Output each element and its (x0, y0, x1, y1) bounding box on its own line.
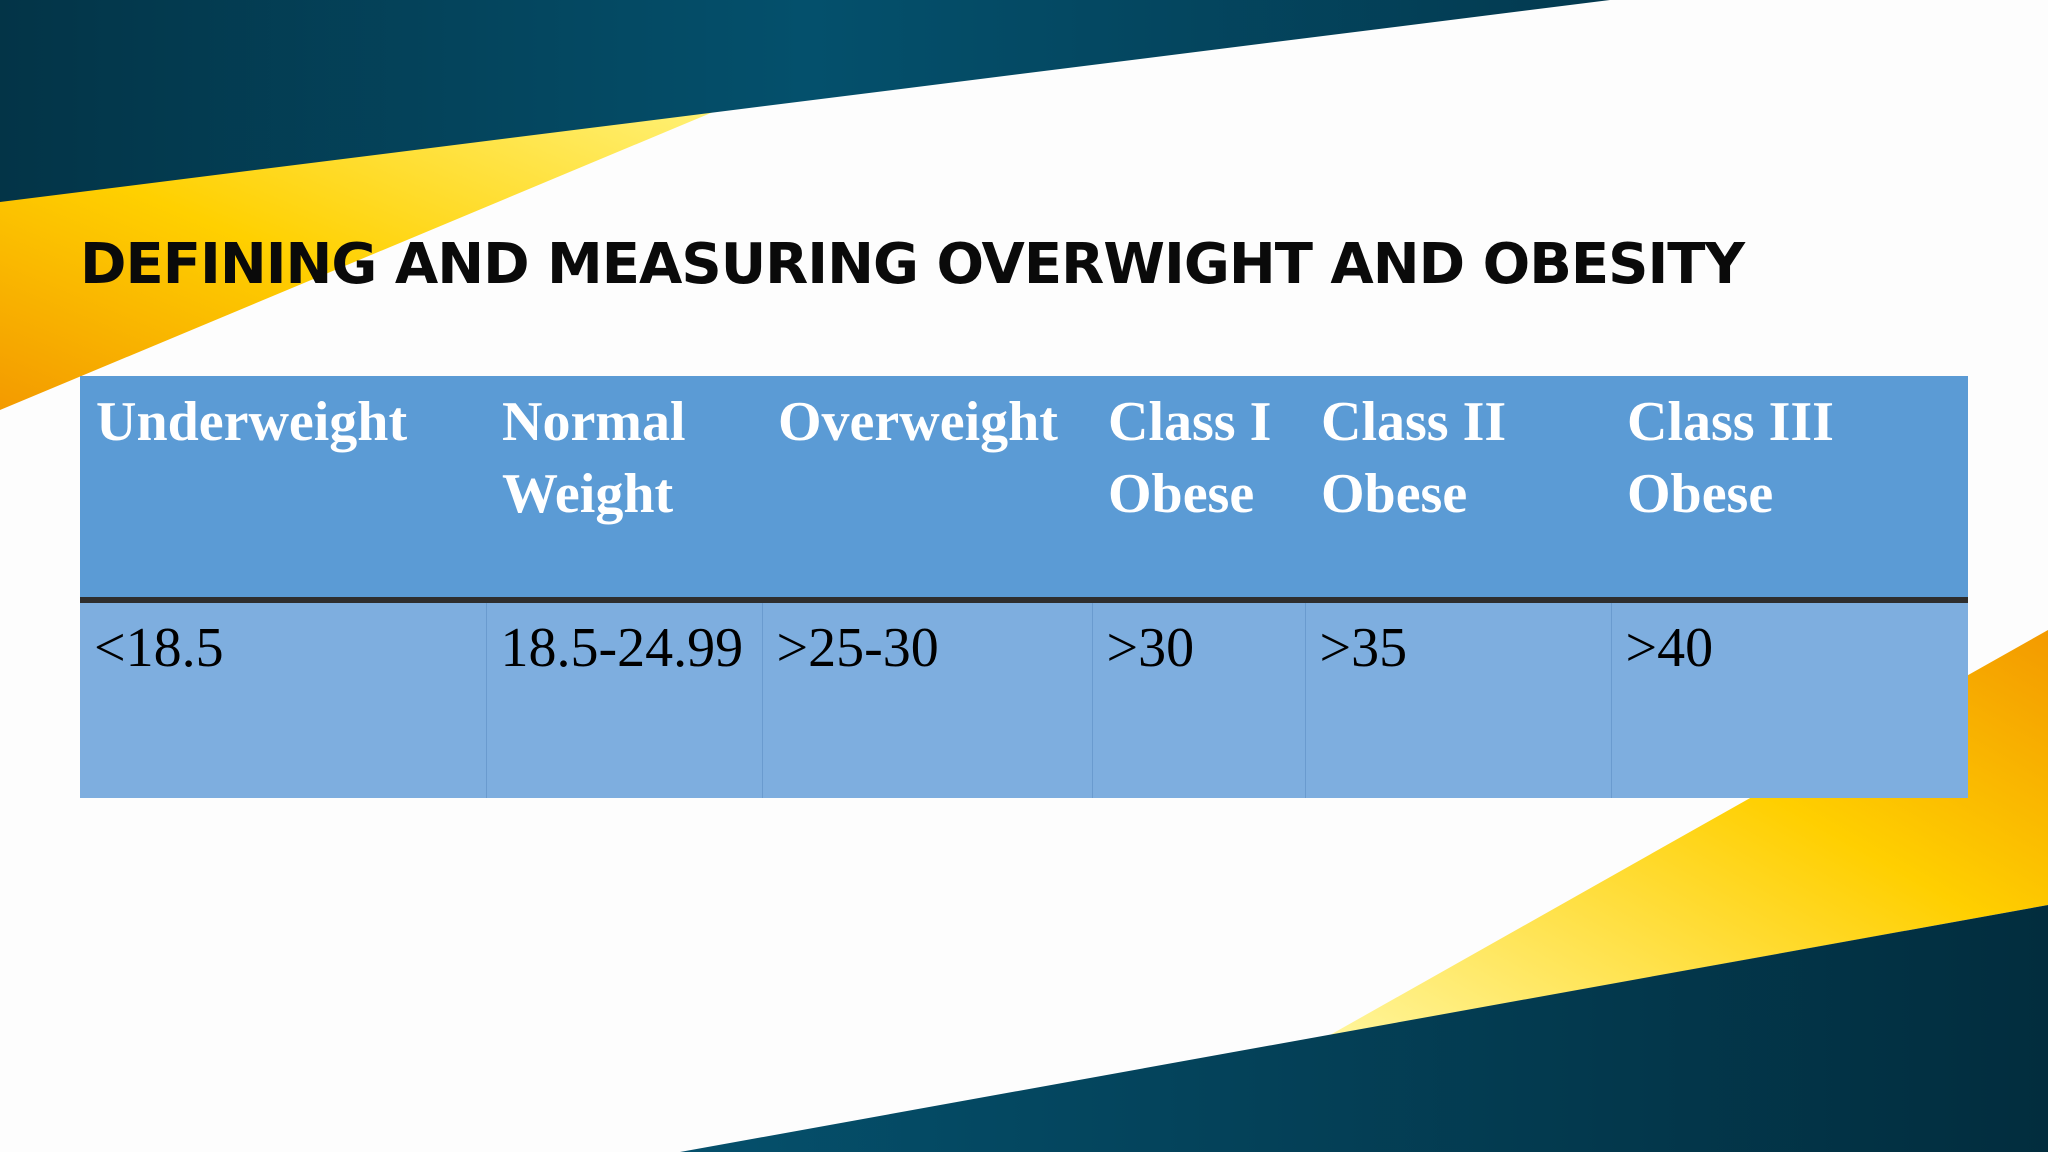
table-row: <18.5 18.5-24.99 >25-30 >30 >35 >40 (80, 600, 1968, 798)
value-class-iii-obese: >40 (1610, 600, 1968, 798)
slide-title: DEFINING AND MEASURING OVERWIGHT AND OBE… (80, 232, 1745, 297)
value-overweight: >25-30 (761, 600, 1092, 798)
header-class-i-obese: Class I Obese (1092, 376, 1305, 603)
header-class-ii-obese: Class II Obese (1305, 376, 1611, 603)
bottom-navy-band (680, 905, 2048, 1152)
value-underweight: <18.5 (80, 600, 486, 798)
header-class-iii-obese: Class III Obese (1611, 376, 1968, 603)
top-gold-wedge (0, 105, 730, 410)
top-navy-band (0, 0, 1610, 202)
header-overweight: Overweight (762, 376, 1092, 603)
value-normal-weight: 18.5-24.99 (485, 600, 762, 798)
bmi-classification-table: Underweight Normal Weight Overweight Cla… (80, 376, 1968, 798)
table-header-row: Underweight Normal Weight Overweight Cla… (80, 376, 1968, 603)
header-normal-weight: Normal Weight (486, 376, 762, 603)
value-class-ii-obese: >35 (1304, 600, 1611, 798)
header-underweight: Underweight (80, 376, 486, 603)
value-class-i-obese: >30 (1091, 600, 1305, 798)
